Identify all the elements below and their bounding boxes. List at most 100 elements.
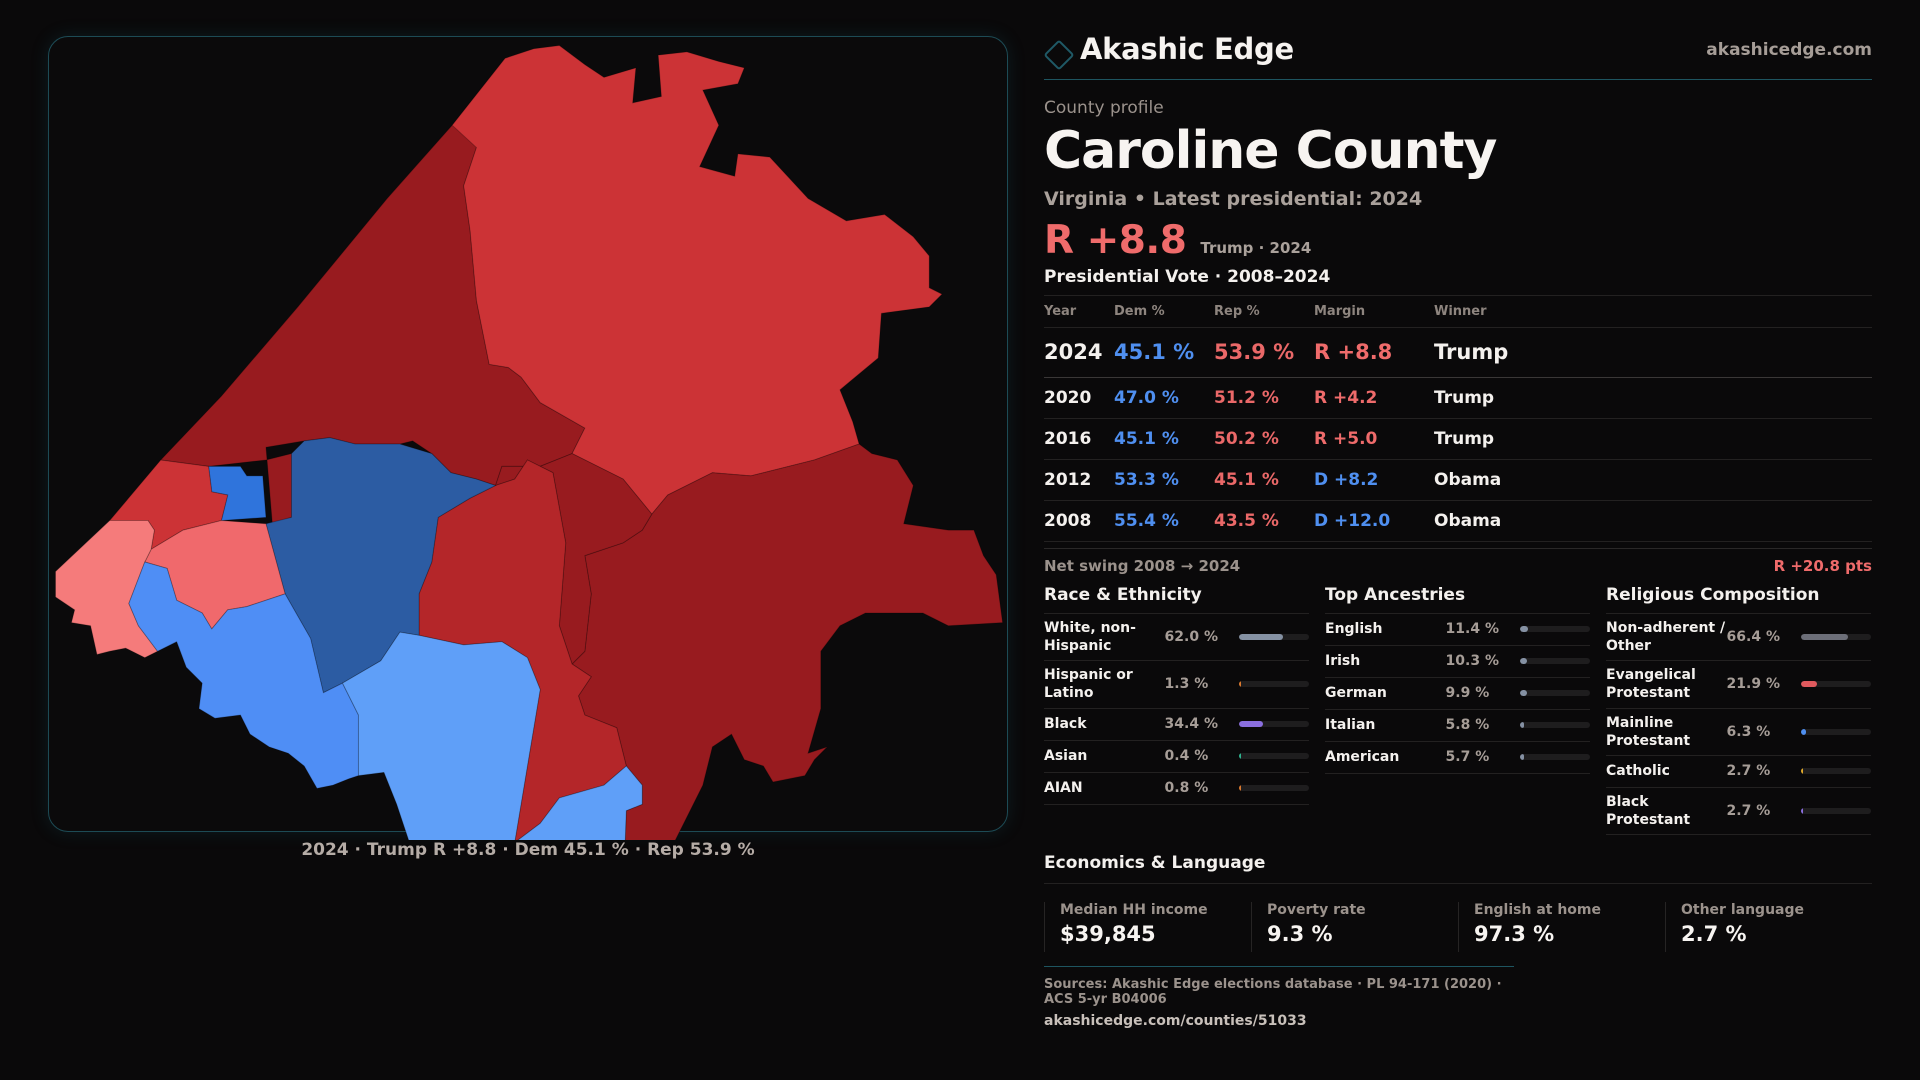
brand-url-link[interactable]: akashicedge.com [1706, 40, 1872, 60]
item-value: 1.3 % [1164, 676, 1209, 693]
list-item: Non-adherent / Other 66.4 % [1606, 614, 1871, 662]
margin-cell: D +12.0 [1314, 500, 1434, 542]
winner-cell: Obama [1434, 459, 1872, 501]
dem-pct-cell: 55.4 % [1114, 500, 1214, 542]
item-label: Black Protestant [1606, 793, 1691, 829]
presidential-title: Presidential Vote · 2008–2024 [1044, 266, 1331, 287]
item-value: 66.4 % [1726, 628, 1780, 645]
item-value: 2.7 % [1726, 763, 1771, 780]
bar-fill [1801, 808, 1804, 815]
brand-name: Akashic Edge [1080, 32, 1294, 66]
stat-label: Other language [1681, 902, 1804, 919]
stat-value: $39,845 [1060, 922, 1156, 947]
bar-track [1801, 728, 1871, 735]
list-item: Black Protestant 2.7 % [1606, 788, 1871, 836]
bar-fill [1801, 728, 1806, 735]
stat-value: 2.7 % [1681, 922, 1747, 947]
item-value: 11.4 % [1445, 621, 1499, 638]
precinct-southwest[interactable] [128, 561, 359, 789]
bar-track [1239, 753, 1309, 760]
net-swing-value: R +20.8 pts [1773, 556, 1872, 575]
list-item: English 11.4 % [1325, 614, 1590, 646]
table-row: 2016 45.1 % 50.2 % R +5.0 Trump [1044, 418, 1872, 460]
margin-cell: D +8.2 [1314, 459, 1434, 501]
headline-winner: Trump · 2024 [1200, 238, 1312, 257]
item-label: Italian [1325, 717, 1376, 734]
bar-track [1801, 681, 1871, 688]
item-label: Evangelical Protestant [1606, 667, 1696, 702]
bar-track [1239, 633, 1309, 640]
item-label: German [1325, 685, 1387, 702]
bar-fill [1239, 785, 1242, 792]
stat-english-at-home: English at home 97.3 % [1458, 902, 1665, 953]
dem-pct-cell: 45.1 % [1114, 418, 1214, 460]
religion-section: Religious Composition Non-adherent / Oth… [1606, 585, 1871, 836]
item-label: Black [1044, 715, 1087, 732]
bar-fill [1520, 626, 1529, 633]
bar-track [1801, 808, 1871, 815]
bar-track [1239, 721, 1309, 728]
map-caption: 2024 · Trump R +8.8 · Dem 45.1 % · Rep 5… [301, 840, 755, 860]
item-label: Irish [1325, 653, 1361, 670]
year-cell: 2012 [1044, 459, 1114, 501]
list-item: Black 34.4 % [1044, 709, 1309, 741]
presidential-table: Year Dem % Rep % Margin Winner 2024 45.1 … [1044, 294, 1872, 542]
precinct-map[interactable] [30, 20, 1030, 840]
eyebrow-label: County profile [1044, 98, 1164, 118]
bar-track [1520, 626, 1590, 633]
stat-label: Poverty rate [1267, 902, 1366, 919]
bar-track [1801, 633, 1871, 640]
rep-pct-cell: 51.2 % [1214, 377, 1314, 419]
margin-cell: R +5.0 [1314, 418, 1434, 460]
bar-track [1239, 785, 1309, 792]
net-swing-label: Net swing 2008 → 2024 [1044, 556, 1241, 575]
stat-value: 9.3 % [1267, 922, 1333, 947]
rep-pct-cell: 53.9 % [1214, 327, 1314, 378]
precinct-far-west[interactable] [55, 520, 159, 659]
race-ethnicity-section: Race & Ethnicity White, non-Hispanic 62.0… [1044, 585, 1309, 836]
column-header: Rep % [1214, 294, 1314, 328]
ancestries-section: Top Ancestries English 11.4 % Irish 10.3 % G… [1325, 585, 1590, 836]
bar-track [1520, 658, 1590, 665]
item-label: English [1325, 621, 1383, 638]
column-header: Year [1044, 294, 1114, 328]
bar-track [1520, 722, 1590, 729]
county-subtitle: Virginia • Latest presidential: 2024 [1044, 187, 1423, 210]
item-value: 0.4 % [1164, 748, 1209, 765]
item-label: White, non-Hispanic [1044, 619, 1136, 654]
section-title: Religious Composition [1606, 585, 1871, 614]
economics-grid: Median HH income $39,845 Poverty rate 9.… [1044, 902, 1872, 953]
item-label: Mainline Protestant [1606, 714, 1691, 749]
dem-pct-cell: 53.3 % [1114, 459, 1214, 501]
item-label: Catholic [1606, 763, 1670, 780]
net-swing-row: Net swing 2008 → 2024 R +20.8 pts [1044, 547, 1872, 575]
section-title: Top Ancestries [1325, 585, 1590, 614]
bar-fill [1239, 681, 1242, 688]
margin-cell: R +8.8 [1314, 327, 1434, 378]
table-row: 2020 47.0 % 51.2 % R +4.2 Trump [1044, 377, 1872, 419]
item-value: 34.4 % [1164, 716, 1218, 733]
item-value: 10.3 % [1445, 653, 1499, 670]
headline-result: R +8.8 Trump · 2024 [1044, 218, 1872, 263]
brand-header: Akashic Edge akashicedge.com [1043, 30, 1872, 80]
page-title: Caroline County [1044, 121, 1497, 181]
bar-fill [1801, 768, 1804, 775]
stat-poverty-rate: Poverty rate 9.3 % [1251, 902, 1458, 953]
column-header: Winner [1434, 294, 1872, 328]
economics-section: Economics & Language Median HH income $3… [1044, 853, 1872, 1029]
table-row: 2012 53.3 % 45.1 % D +8.2 Obama [1044, 459, 1872, 501]
precinct-south[interactable] [341, 631, 643, 840]
winner-cell: Obama [1434, 500, 1872, 542]
stat-other-language: Other language 2.7 % [1665, 902, 1872, 953]
item-label: Non-adherent / Other [1606, 619, 1726, 654]
item-value: 5.8 % [1445, 717, 1490, 734]
item-value: 62.0 % [1164, 628, 1218, 645]
list-item: Evangelical Protestant 21.9 % [1606, 661, 1871, 709]
bar-fill [1239, 721, 1264, 728]
table-row: 2008 55.4 % 43.5 % D +12.0 Obama [1044, 500, 1872, 542]
year-cell: 2020 [1044, 377, 1114, 419]
bar-fill [1520, 754, 1525, 761]
precinct-northeast[interactable] [451, 45, 943, 515]
source-url-link[interactable]: akashicedge.com/counties/51033 [1044, 1013, 1307, 1030]
stat-median-income: Median HH income $39,845 [1044, 902, 1251, 953]
